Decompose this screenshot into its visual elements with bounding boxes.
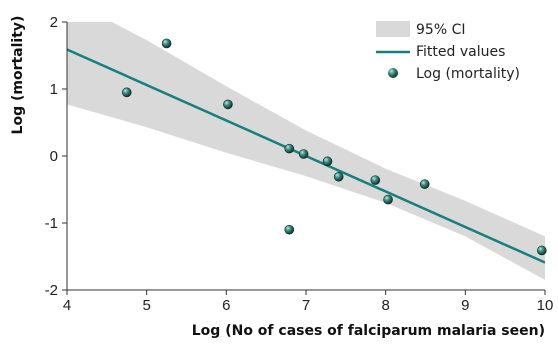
y-tick-label: -2 — [45, 282, 58, 299]
data-point — [161, 38, 172, 49]
data-point — [370, 175, 381, 185]
x-tick-label: 5 — [142, 297, 150, 314]
data-point — [284, 143, 295, 154]
data-point — [223, 99, 233, 110]
x-tick-label: 8 — [381, 297, 389, 314]
points-layer — [121, 38, 547, 256]
y-tick-label: 0 — [50, 148, 58, 165]
x-tick-label: 6 — [222, 297, 230, 314]
data-point — [333, 171, 344, 182]
x-tick-label: 4 — [63, 297, 71, 314]
data-point — [322, 156, 333, 167]
legend-ci-label: 95% CI — [416, 22, 465, 38]
ci-band — [67, 22, 545, 280]
data-point — [121, 87, 132, 98]
x-ticks: 4 5 6 7 8 9 10 — [63, 290, 554, 314]
legend-line-label: Fitted values — [416, 44, 505, 60]
data-point — [284, 224, 295, 235]
y-ticks: 2 1 0 -1 -2 — [45, 14, 67, 299]
y-tick-label: 1 — [50, 81, 58, 98]
plot-area — [67, 22, 547, 280]
y-tick-label: -1 — [45, 215, 58, 232]
x-axis-label: Log (No of cases of falciparum malaria s… — [192, 323, 545, 339]
legend-point-label: Log (mortality) — [416, 66, 520, 82]
axes: 4 5 6 7 8 9 10 210-1-2 — [45, 14, 554, 314]
x-tick-label: 10 — [537, 297, 554, 314]
y-axis-label: Log (mortality) — [10, 16, 26, 135]
data-point — [537, 245, 547, 256]
x-tick-label: 9 — [461, 297, 469, 314]
y-tick-label: 2 — [50, 14, 58, 31]
data-point — [383, 194, 393, 205]
data-point — [419, 179, 430, 189]
x-tick-label: 7 — [302, 297, 310, 314]
legend: 95% CI Fitted values Log (mortality) — [376, 21, 520, 82]
legend-point-swatch — [388, 68, 398, 78]
legend-ci-swatch — [376, 21, 410, 37]
data-point — [298, 149, 309, 159]
